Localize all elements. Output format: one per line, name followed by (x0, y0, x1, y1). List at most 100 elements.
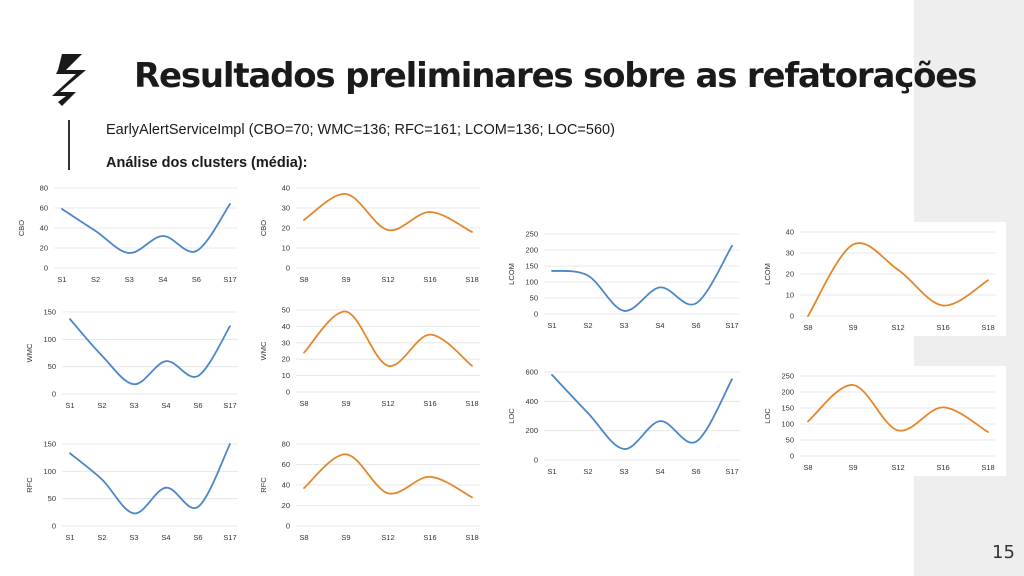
lightning-logo-icon (52, 54, 86, 106)
y-axis-label: CBO (259, 220, 268, 236)
y-tick-label: 80 (282, 440, 290, 449)
y-tick-label: 40 (282, 481, 290, 490)
y-tick-label: 0 (286, 388, 290, 397)
chart-svg: 0 200 400 600 LOC S1 S2 S3 S4 S6 S17 (507, 368, 740, 476)
slide-title: Resultados preliminares sobre as refator… (134, 56, 977, 96)
series-line (303, 453, 473, 499)
y-tick-label: 200 (525, 246, 538, 255)
page-number: 15 (992, 542, 1015, 563)
x-tick-label: S8 (299, 533, 308, 542)
y-tick-label: 40 (282, 322, 290, 331)
chart-cbo-blue: 0 20 40 60 80 CBO S1 S2 S3 S4 S6 S17 (14, 178, 248, 288)
x-tick-label: S16 (936, 323, 949, 332)
chart-svg: 0 50 100 150 200 250 LCOM S1 S2 S3 S4 S6 S17 (507, 230, 740, 330)
x-tick-label: S6 (193, 533, 202, 542)
x-tick-label: S12 (891, 463, 904, 472)
y-axis-label: RFC (25, 477, 34, 493)
x-tick-label: S18 (981, 463, 994, 472)
x-tick-label: S16 (423, 533, 436, 542)
series-line (551, 244, 733, 312)
x-tick-label: S1 (57, 275, 66, 284)
y-tick-label: 0 (52, 390, 56, 399)
series-line (807, 384, 989, 433)
x-tick-label: S17 (223, 275, 236, 284)
x-tick-label: S17 (725, 467, 738, 476)
chart-lcom-orange: 0 10 20 30 40 LCOM S8 S9 S12 S16 S18 (760, 222, 1006, 336)
x-tick-label: S12 (381, 533, 394, 542)
chart-lcom-blue: 0 50 100 150 200 250 LCOM S1 S2 S3 S4 S6 S17 (504, 224, 750, 334)
chart-cbo-orange: 0 10 20 30 40 CBO S8 S9 S12 S16 S18 (256, 178, 490, 288)
series-line (61, 203, 231, 254)
x-tick-label: S17 (223, 401, 236, 410)
x-tick-label: S4 (161, 533, 170, 542)
y-tick-label: 50 (530, 294, 538, 303)
y-tick-label: 100 (43, 467, 56, 476)
y-tick-label: 40 (40, 224, 48, 233)
x-tick-label: S18 (465, 399, 478, 408)
x-tick-label: S12 (381, 399, 394, 408)
chart-rfc-blue: 0 50 100 150 RFC S1 S2 S3 S4 S6 S17 (22, 434, 248, 546)
x-tick-label: S16 (423, 275, 436, 284)
x-tick-label: S18 (465, 533, 478, 542)
y-tick-label: 150 (43, 308, 56, 317)
x-tick-label: S9 (341, 533, 350, 542)
y-tick-label: 20 (786, 270, 794, 279)
y-tick-label: 10 (282, 244, 290, 253)
x-tick-label: S6 (691, 321, 700, 330)
x-tick-label: S1 (547, 467, 556, 476)
y-axis-label: LCOM (507, 263, 516, 285)
y-tick-label: 0 (790, 452, 794, 461)
y-tick-label: 10 (786, 291, 794, 300)
x-tick-label: S2 (583, 321, 592, 330)
y-tick-label: 30 (282, 204, 290, 213)
x-tick-label: S2 (583, 467, 592, 476)
x-tick-label: S12 (381, 275, 394, 284)
x-tick-label: S8 (803, 463, 812, 472)
y-axis-label: WMC (259, 341, 268, 360)
y-tick-label: 20 (282, 501, 290, 510)
series-line (303, 193, 473, 233)
x-tick-label: S8 (299, 275, 308, 284)
y-axis-label: LCOM (763, 263, 772, 285)
y-tick-label: 0 (286, 264, 290, 273)
y-tick-label: 250 (781, 372, 794, 381)
x-tick-label: S3 (125, 275, 134, 284)
y-axis-label: WMC (25, 343, 34, 362)
x-tick-label: S3 (619, 467, 628, 476)
x-tick-label: S4 (655, 321, 664, 330)
x-tick-label: S9 (341, 275, 350, 284)
y-axis-label: RFC (259, 477, 268, 493)
y-tick-label: 600 (525, 368, 538, 377)
y-tick-label: 250 (525, 230, 538, 239)
series-line (69, 443, 231, 515)
x-tick-label: S16 (936, 463, 949, 472)
y-tick-label: 50 (282, 306, 290, 315)
x-tick-label: S6 (691, 467, 700, 476)
x-tick-label: S3 (129, 533, 138, 542)
y-tick-label: 0 (534, 456, 538, 465)
y-tick-label: 0 (286, 522, 290, 531)
chart-svg: 0 20 40 60 80 CBO S1 S2 S3 S4 S6 S17 (17, 184, 238, 284)
slide-subtitle: EarlyAlertServiceImpl (CBO=70; WMC=136; … (106, 122, 615, 138)
x-tick-label: S17 (223, 533, 236, 542)
chart-loc-orange: 0 50 100 150 200 250 LOC S8 S9 S12 S16 S18 (760, 366, 1006, 476)
chart-loc-blue: 0 200 400 600 LOC S1 S2 S3 S4 S6 S17 (504, 362, 750, 480)
x-tick-label: S4 (161, 401, 170, 410)
y-tick-label: 400 (525, 397, 538, 406)
y-tick-label: 0 (790, 312, 794, 321)
series-line (69, 318, 231, 386)
x-tick-label: S3 (619, 321, 628, 330)
x-tick-label: S1 (65, 533, 74, 542)
y-tick-label: 30 (786, 249, 794, 258)
series-line (303, 310, 473, 367)
y-tick-label: 0 (44, 264, 48, 273)
chart-wmc-blue: 0 50 100 150 WMC S1 S2 S3 S4 S6 S17 (22, 302, 248, 414)
x-tick-label: S16 (423, 399, 436, 408)
y-tick-label: 100 (781, 420, 794, 429)
x-tick-label: S9 (848, 323, 857, 332)
y-tick-label: 50 (48, 494, 56, 503)
y-tick-label: 50 (786, 436, 794, 445)
chart-svg: 0 10 20 30 40 50 WMC S8 S9 S12 S16 S18 (259, 306, 480, 408)
x-tick-label: S12 (891, 323, 904, 332)
x-tick-label: S4 (655, 467, 664, 476)
